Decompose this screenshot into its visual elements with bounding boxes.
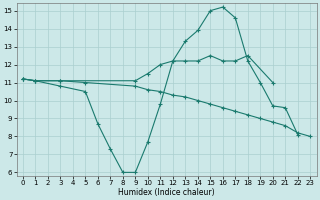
- X-axis label: Humidex (Indice chaleur): Humidex (Indice chaleur): [118, 188, 215, 197]
